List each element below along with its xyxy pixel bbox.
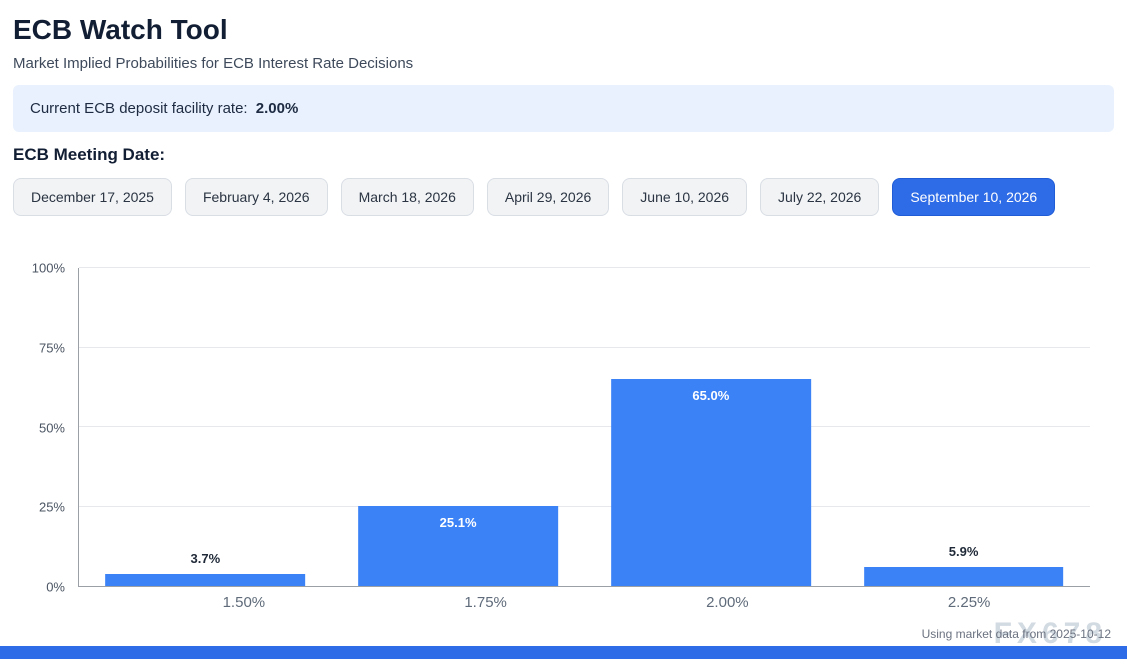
x-tick-label: 1.50% — [222, 594, 266, 611]
gridline — [79, 267, 1090, 268]
y-tick-label: 50% — [38, 420, 65, 435]
y-tick-label: 0% — [46, 579, 65, 595]
meeting-date-button-2[interactable]: March 18, 2026 — [340, 178, 474, 216]
y-tick-label: 100% — [31, 260, 65, 276]
plot-area: 3.7% 25.1% 65.0% 5.9% — [78, 267, 1090, 587]
page-subtitle: Market Implied Probabilities for ECB Int… — [13, 55, 414, 72]
meeting-date-button-4[interactable]: June 10, 2026 — [622, 178, 748, 216]
bar-slot: 25.1% — [332, 268, 585, 586]
bar-value-label: 3.7% — [190, 551, 221, 567]
ecb-watch-tool-page: ECB Watch Tool Market Implied Probabilit… — [13, 14, 1114, 611]
y-tick-label: 75% — [38, 340, 65, 356]
meeting-date-button-6[interactable]: September 10, 2026 — [892, 178, 1056, 216]
meeting-date-button-5[interactable]: July 22, 2026 — [760, 178, 880, 216]
footer-strip — [0, 646, 1127, 659]
x-tick-label: 2.00% — [706, 594, 749, 611]
current-rate-banner: Current ECB deposit facility rate: 2.00% — [13, 85, 1114, 132]
y-axis: 0% 25% 50% 75% 100% — [32, 261, 73, 595]
bar-slot: 65.0% — [585, 268, 838, 586]
meeting-date-buttons: December 17, 2025 February 4, 2026 March 1… — [13, 178, 1114, 216]
probability-bar-2.25%[interactable] — [863, 567, 1064, 586]
meeting-date-button-0[interactable]: December 17, 2025 — [13, 178, 172, 216]
probability-bar-2.00%[interactable]: 65.0% — [611, 379, 811, 586]
page-title: ECB Watch Tool — [13, 14, 228, 45]
current-rate-value: 2.00% — [255, 100, 299, 117]
y-tick-label: 25% — [38, 499, 65, 515]
x-axis-labels: 1.50% 1.75% 2.00% 2.25% — [78, 587, 1090, 611]
x-tick-label: 2.25% — [947, 594, 991, 611]
bar-value-label: 25.1% — [439, 515, 477, 531]
gridline — [79, 426, 1090, 427]
meeting-date-button-3[interactable]: April 29, 2026 — [486, 178, 610, 216]
current-rate-label: Current ECB deposit facility rate: — [30, 100, 248, 117]
bar-slot: 3.7% — [79, 268, 332, 586]
meeting-date-label: ECB Meeting Date: — [13, 145, 166, 164]
bar-slot: 5.9% — [837, 268, 1090, 586]
probability-bar-1.75%[interactable]: 25.1% — [358, 506, 558, 586]
gridline — [79, 505, 1090, 507]
meeting-date-button-1[interactable]: February 4, 2026 — [184, 178, 328, 216]
probability-chart: 0% 25% 50% 75% 100% 3.7% 25.1% 65.0% 5.9% 1.50%… — [32, 261, 1090, 611]
data-source-note: Using market data from 2025-10-12 — [921, 627, 1111, 641]
probability-bar-1.50%[interactable] — [105, 574, 306, 586]
bar-value-label: 5.9% — [948, 544, 979, 560]
x-tick-label: 1.75% — [464, 594, 507, 611]
bar-value-label: 65.0% — [692, 388, 730, 404]
fx678-watermark: FX678 — [993, 617, 1107, 650]
gridline — [79, 346, 1090, 348]
